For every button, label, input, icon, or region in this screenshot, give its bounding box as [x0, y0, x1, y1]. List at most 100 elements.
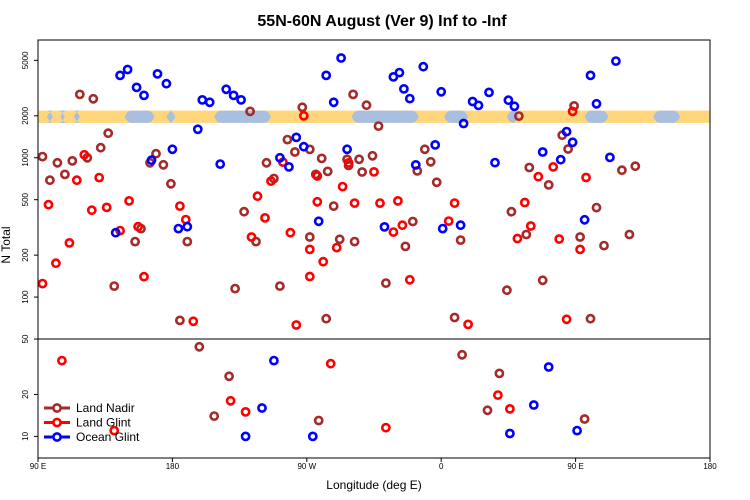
data-point-land-glint [37, 278, 48, 289]
x-tick-label: 180 [166, 462, 180, 471]
data-point-ocean-glint [139, 90, 149, 101]
data-point-ocean-glint [418, 61, 429, 72]
data-point-land-glint [443, 216, 454, 226]
data-point-ocean-glint [430, 139, 441, 150]
data-point-land-nadir [591, 202, 602, 213]
data-point-ocean-glint [122, 64, 133, 75]
data-point-land-glint [533, 171, 544, 182]
data-point-land-nadir [455, 235, 466, 245]
data-point-ocean-glint [167, 144, 178, 155]
data-point-ocean-glint [458, 118, 469, 129]
y-tick-label: 500 [21, 192, 30, 206]
data-point-land-glint [343, 157, 354, 168]
x-axis-label: Longitude (deg E) [326, 478, 421, 492]
data-point-land-nadir [230, 283, 240, 294]
data-point-land-glint [252, 191, 263, 202]
data-point-land-nadir [165, 178, 176, 189]
data-point-land-nadir [506, 206, 517, 217]
data-point-land-nadir [245, 106, 255, 117]
data-point-ocean-glint [268, 355, 279, 366]
data-point-land-glint [246, 232, 257, 242]
data-point-land-glint [369, 166, 379, 177]
legend-marker [52, 432, 62, 442]
data-point-land-nadir [224, 371, 234, 382]
data-point-land-glint [318, 256, 329, 267]
data-point-land-glint [79, 149, 90, 160]
data-point-land-glint [64, 237, 75, 248]
data-point-ocean-glint [342, 144, 352, 155]
band-ocean-segment [56, 110, 69, 123]
y-tick-label: 20 [21, 389, 30, 398]
land-mask-band [38, 110, 710, 123]
data-point-land-glint [51, 258, 61, 269]
legend-marker [52, 403, 62, 413]
data-point-ocean-glint [555, 154, 566, 165]
data-point-ocean-glint [591, 98, 602, 109]
data-point-land-nadir [67, 155, 78, 166]
data-point-land-nadir [274, 281, 285, 291]
legend-label: Land Glint [76, 416, 131, 430]
data-point-land-nadir [407, 216, 418, 227]
data-point-ocean-glint [585, 70, 596, 81]
band-ocean-segment [653, 110, 681, 123]
y-tick-label: 200 [21, 248, 30, 262]
data-point-ocean-glint [182, 221, 193, 232]
data-point-land-glint [174, 201, 185, 211]
data-point-land-glint [109, 425, 120, 436]
data-point-ocean-glint [509, 101, 520, 112]
data-point-land-glint [575, 244, 585, 255]
data-point-land-glint [380, 422, 391, 433]
data-point-land-glint [463, 319, 473, 330]
data-point-land-glint [554, 234, 565, 244]
data-point-land-nadir [348, 89, 358, 100]
data-point-land-nadir [45, 175, 55, 186]
data-point-land-glint [567, 106, 578, 117]
data-point-land-glint [337, 181, 348, 192]
data-point-land-glint [188, 316, 199, 327]
band-ocean-segment [44, 110, 55, 123]
legend-label: Land Nadir [76, 401, 135, 415]
data-point-ocean-glint [228, 90, 239, 101]
data-point-land-nadir [130, 236, 140, 247]
y-tick-label: 1000 [21, 148, 30, 166]
data-point-land-nadir [261, 157, 272, 168]
data-point-ocean-glint [204, 97, 215, 108]
data-point-ocean-glint [561, 126, 572, 137]
data-point-land-glint [325, 358, 336, 369]
data-point-land-glint [124, 195, 135, 206]
data-point-ocean-glint [543, 362, 554, 372]
band-ocean-segment [71, 110, 82, 123]
data-point-ocean-glint [115, 70, 125, 81]
data-point-land-nadir [151, 148, 161, 159]
data-point-ocean-glint [274, 152, 285, 163]
data-point-land-glint [512, 233, 523, 244]
data-point-ocean-glint [321, 70, 332, 81]
data-point-land-glint [225, 395, 236, 406]
y-tick-label: 2000 [21, 106, 30, 124]
plot-area [37, 39, 711, 459]
data-point-ocean-glint [579, 214, 590, 225]
data-point-land-glint [519, 197, 530, 208]
data-point-ocean-glint [379, 221, 390, 232]
data-point-ocean-glint [605, 152, 615, 163]
data-point-land-nadir [334, 234, 345, 245]
data-point-ocean-glint [110, 227, 121, 238]
data-point-land-nadir [328, 201, 339, 211]
data-point-land-glint [375, 198, 385, 208]
data-point-land-glint [312, 171, 323, 181]
data-point-ocean-glint [161, 78, 172, 89]
data-point-land-glint [312, 196, 323, 207]
data-point-land-glint [304, 244, 315, 255]
data-point-ocean-glint [436, 86, 447, 97]
chart-title: 55N-60N August (Ver 9) Inf to -Inf [257, 13, 507, 30]
data-point-land-nadir [304, 232, 315, 242]
data-point-ocean-glint [283, 161, 294, 172]
data-point-ocean-glint [404, 93, 415, 104]
data-point-land-nadir [239, 206, 249, 217]
data-point-land-glint [266, 176, 276, 186]
data-point-ocean-glint [152, 69, 163, 79]
y-tick-label: 5000 [21, 51, 30, 69]
data-point-land-glint [71, 175, 82, 186]
